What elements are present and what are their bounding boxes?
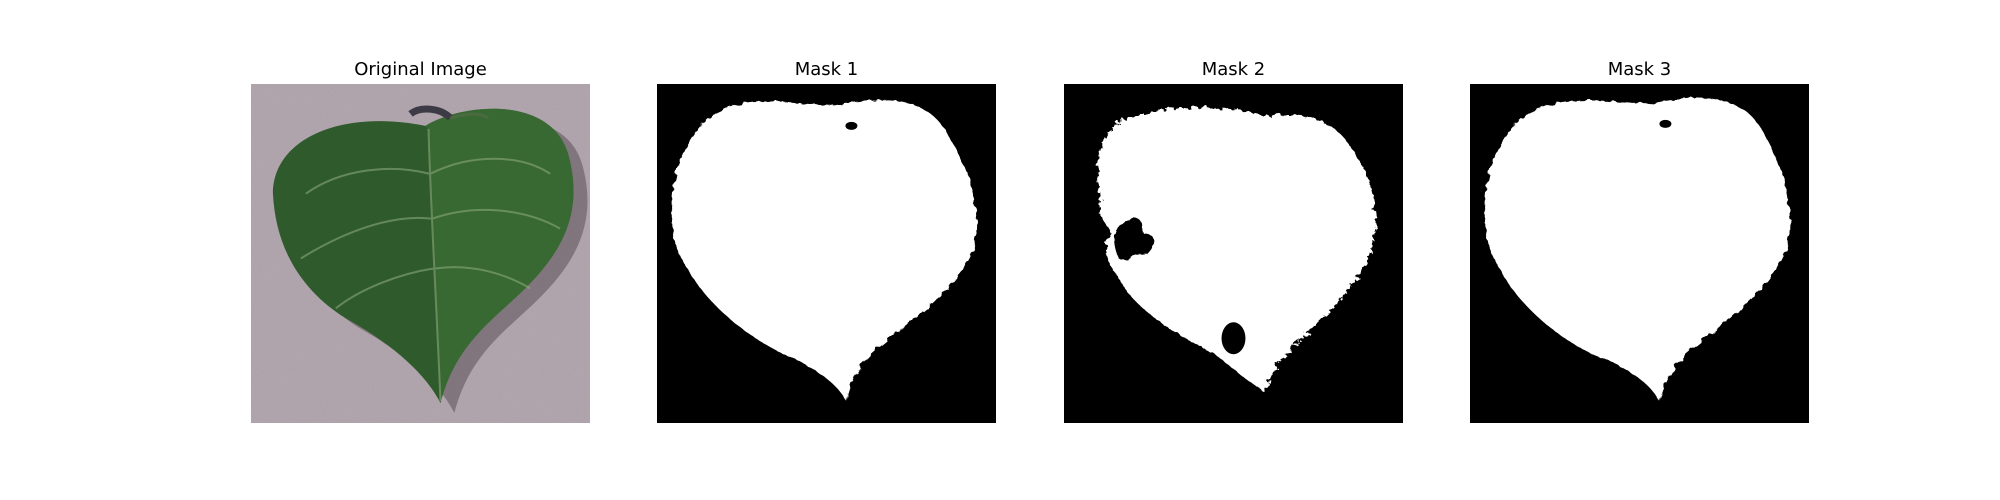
mask-3-image <box>1470 84 1809 423</box>
mask-1-panel: Mask 1 <box>657 58 996 424</box>
panel-title-mask-3: Mask 3 <box>1607 59 1672 80</box>
panel-title-mask-1: Mask 1 <box>794 59 859 80</box>
original-leaf-photo <box>251 84 590 423</box>
panel-title-original-image: Original Image <box>354 59 487 80</box>
mask-2-panel: Mask 2 <box>1064 58 1403 424</box>
mask-1-image <box>657 84 996 423</box>
panel-title-mask-2: Mask 2 <box>1201 59 1266 80</box>
mask-3-panel: Mask 3 <box>1470 58 1809 424</box>
original-image-panel: Original Image <box>251 58 590 424</box>
mask-2-image <box>1064 84 1403 423</box>
